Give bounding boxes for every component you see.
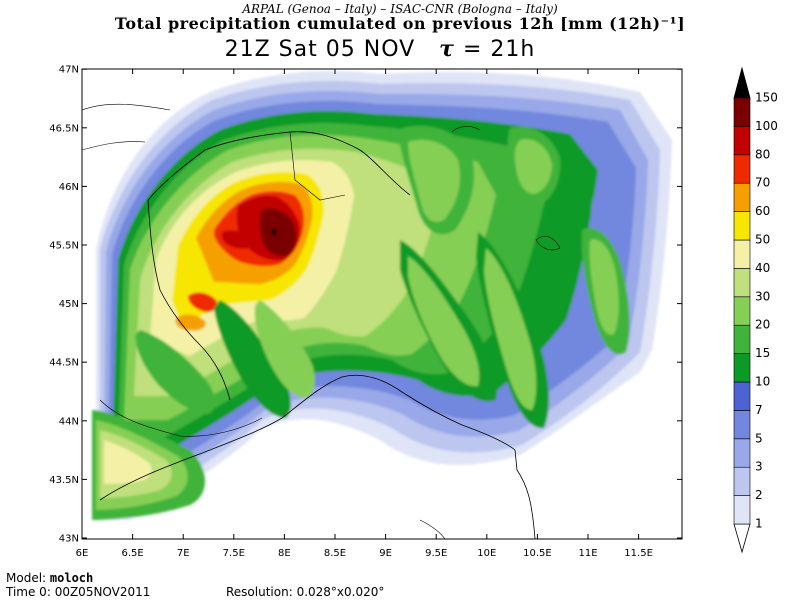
lat-label: 47N [59,65,79,76]
time0-value: 00Z05NOV2011 [54,585,151,599]
legend-label: 10 [755,375,770,389]
lon-label: 9E [379,548,392,559]
lat-label: 46.5N [49,123,79,134]
lon-label: 10.5E [523,548,552,559]
legend-label: 80 [755,147,770,161]
footer-model: Model: moloch [6,571,93,585]
lon-label: 9.5E [425,548,447,559]
model-value: moloch [49,571,94,585]
legend-cap-bottom [733,523,751,554]
legend-label: 3 [755,460,763,474]
credit-line: ARPAL (Genoa – Italy) – ISAC-CNR (Bologn… [242,2,558,16]
color-legend: 1 2 3 5 7 10 15 20 30 40 50 60 70 80 100 150 [733,66,778,554]
lat-label: 43N [59,534,79,545]
footer-time0: Time 0: 00Z05NOV2011 [6,585,150,599]
coastline-borders [82,103,561,539]
lat-label: 44.5N [49,358,79,369]
legend-label: 70 [755,176,770,190]
legend-label: 5 [755,431,763,445]
legend-swatch [733,211,751,241]
time0-label: Time 0: [6,585,51,599]
legend-swatch [733,495,751,525]
tau-symbol: τ [439,36,455,62]
legend-swatch [733,126,751,156]
footer-resolution: Resolution: 0.028°x0.020° [226,585,384,599]
legend-label: 100 [755,119,778,133]
lon-label: 8.5E [324,548,346,559]
lon-label: 6E [76,548,89,559]
legend-label: 30 [755,289,770,303]
lon-label: 11E [578,548,597,559]
legend-cap-top [733,66,751,99]
legend-swatch [733,353,751,383]
resolution-label: Resolution: [226,585,293,599]
lat-label: 43.5N [49,475,79,486]
lat-label: 44N [59,416,79,427]
lon-label: 11.5E [624,548,653,559]
lon-label: 7E [177,548,190,559]
resolution-value: 0.028°x0.020° [296,585,385,599]
latitude-axis: 43N 43.5N 44N 44.5N 45N 45.5N 46N 46.5N 47N [49,65,682,545]
lon-label: 10E [477,548,496,559]
legend-swatch [733,324,751,354]
model-label: Model: [6,571,47,585]
legend-swatch [733,466,751,496]
legend-label: 1 [755,517,763,531]
tau-value: = 21h [462,37,536,62]
legend-label: 20 [755,318,770,332]
legend-label: 50 [755,233,770,247]
lon-label: 7.5E [223,548,245,559]
chart-title: Total precipitation cumulated on previou… [114,14,686,33]
legend-swatch [733,296,751,326]
precip-field [82,69,682,539]
legend-swatch [733,268,751,298]
lat-label: 45N [59,299,79,310]
lon-label: 6.5E [121,548,143,559]
legend-label: 60 [755,204,770,218]
lat-label: 45.5N [49,241,79,252]
legend-label: 7 [755,403,763,417]
legend-swatch [733,381,751,411]
legend-swatch [733,438,751,468]
legend-swatch [733,97,751,127]
lon-label: 8E [278,548,291,559]
legend-swatch [733,239,751,269]
valid-time: 21Z Sat 05 NOV [224,37,416,62]
legend-label: 40 [755,261,770,275]
legend-swatch [733,182,751,212]
legend-label: 150 [755,91,778,105]
legend-label: 2 [755,488,763,502]
longitude-axis: 6E 6.5E 7E 7.5E 8E 8.5E 9E 9.5E 10E 10.5E 11E 11.5E [76,69,653,559]
lat-label: 46N [59,182,79,193]
legend-swatch [733,154,751,184]
legend-swatch [733,410,751,440]
valid-time-subtitle: 21Z Sat 05 NOV τ = 21h [0,36,760,62]
legend-label: 15 [755,346,770,360]
